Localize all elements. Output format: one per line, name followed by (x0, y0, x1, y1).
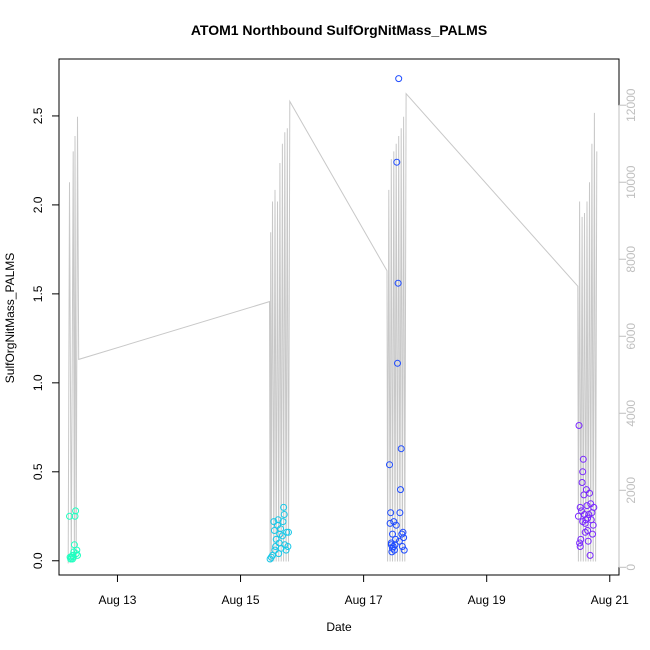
data-point (399, 528, 407, 536)
data-point (398, 543, 406, 550)
x-tick-label: Aug 17 (345, 593, 383, 607)
altitude-layer (67, 92, 598, 564)
data-point (398, 530, 406, 538)
data-point (271, 546, 279, 554)
data-point (576, 543, 584, 550)
data-point (577, 535, 585, 543)
y2-axis: 0 2000 4000 6000 8000 10000 12000 (618, 88, 638, 571)
data-point (579, 468, 587, 476)
data-point (581, 528, 589, 536)
data-point (274, 516, 282, 524)
y-tick-label: 2.0 (31, 196, 45, 213)
data-point (393, 158, 401, 166)
data-point (72, 550, 80, 558)
data-point (590, 503, 598, 511)
data-point (396, 509, 404, 517)
data-point (579, 455, 587, 463)
data-point (284, 543, 292, 550)
y2-tick-label: 2000 (624, 477, 638, 504)
data-point (386, 519, 394, 527)
data-point (267, 553, 275, 561)
x-tick-label: Aug 15 (222, 593, 260, 607)
data-point (586, 489, 593, 497)
data-point (392, 535, 400, 543)
data-point (400, 546, 408, 554)
y2-tick-label: 12000 (624, 88, 638, 122)
data-point (280, 511, 288, 518)
x-axis: Aug 13 Aug 15 Aug 17 Aug 19 Aug 21 (98, 574, 629, 607)
data-point (576, 503, 584, 511)
data-point (282, 546, 290, 554)
data-point (277, 544, 285, 552)
y-axis-label: SulfOrgNitMass_PALMS (3, 253, 17, 383)
x-tick-label: Aug 19 (468, 593, 506, 607)
y2-tick-label: 6000 (624, 323, 638, 350)
data-point (285, 528, 292, 536)
data-point (394, 359, 401, 367)
data-point (66, 553, 74, 561)
data-point (389, 530, 396, 538)
data-point (73, 546, 81, 554)
data-point (277, 525, 284, 533)
data-point (584, 537, 592, 545)
data-point (394, 279, 402, 287)
y-tick-label: 0.0 (31, 552, 45, 569)
data-point (390, 546, 398, 554)
data-point (74, 551, 81, 559)
y-tick-label: 2.5 (31, 107, 45, 124)
chart-title: ATOM1 Northbound SulfOrgNitMass_PALMS (191, 22, 487, 38)
x-axis-label: Date (326, 620, 352, 634)
data-point (586, 551, 594, 559)
data-point (575, 422, 583, 429)
data-point (576, 539, 584, 547)
data-point (589, 521, 597, 529)
y-tick-label: 1.5 (31, 285, 45, 302)
data-point (72, 507, 80, 515)
data-point (270, 527, 278, 534)
data-point (579, 518, 587, 526)
data-point (387, 541, 395, 549)
data-point (589, 530, 596, 538)
data-point (400, 534, 408, 542)
data-point (389, 544, 396, 552)
y2-tick-label: 8000 (624, 246, 638, 273)
data-point (386, 461, 393, 469)
data-point (397, 486, 404, 494)
y-tick-label: 0.5 (31, 463, 45, 480)
x-tick-label: Aug 13 (98, 593, 136, 607)
data-point (392, 521, 400, 529)
data-point (395, 75, 403, 83)
data-point (395, 537, 403, 545)
data-point (270, 518, 278, 526)
data-point (278, 532, 286, 540)
points-layer (66, 75, 598, 563)
data-point (583, 502, 591, 510)
data-point (390, 518, 398, 526)
data-point (574, 512, 582, 520)
altitude-line (67, 92, 598, 564)
data-point (279, 518, 287, 526)
data-point (397, 445, 405, 453)
y2-tick-label: 0 (624, 564, 638, 571)
y-axis: 0.0 0.5 1.0 1.5 2.0 2.5 (31, 107, 60, 569)
data-point (584, 514, 592, 522)
data-point (280, 503, 288, 511)
x-tick-label: Aug 21 (591, 593, 629, 607)
data-point (71, 512, 79, 520)
data-point (266, 555, 274, 563)
data-point (578, 479, 586, 486)
plot-frame (58, 58, 620, 576)
data-point (387, 509, 395, 517)
y-tick-label: 1.0 (31, 374, 45, 391)
y2-tick-label: 10000 (624, 165, 638, 199)
y2-tick-label: 4000 (624, 400, 638, 427)
